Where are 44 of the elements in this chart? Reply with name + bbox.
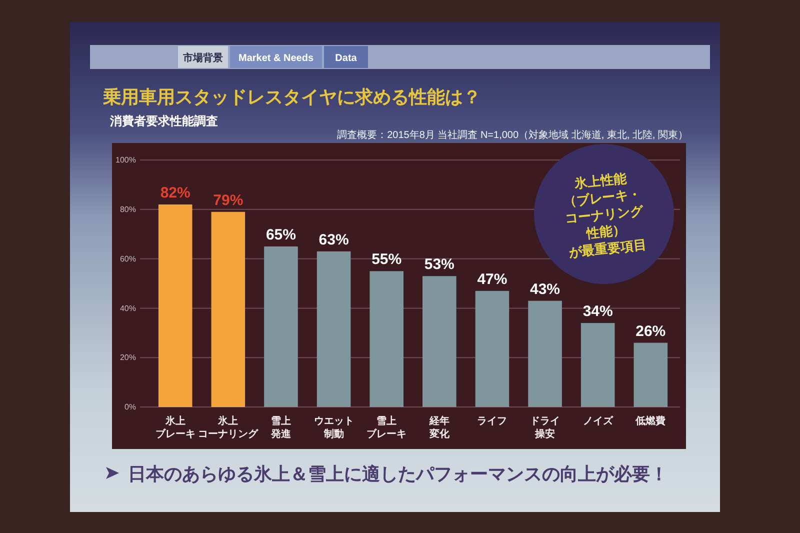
- y-tick-label: 80%: [120, 205, 136, 214]
- data-label: 63%: [318, 231, 349, 248]
- y-tick-label: 40%: [120, 304, 136, 313]
- data-label: 65%: [266, 226, 296, 244]
- bar: [211, 212, 246, 407]
- bar: [158, 204, 192, 407]
- text: 市場背景: [182, 52, 223, 64]
- chart-subtitle: 消費者要求性能調査: [109, 114, 218, 128]
- x-tick-label: ドライ操安: [530, 416, 560, 440]
- y-tick-label: 100%: [116, 156, 136, 165]
- bar: [264, 246, 298, 407]
- chart-title: 乗用車用スタッドレスタイヤに求める性能は？: [102, 87, 481, 107]
- x-tick-label: ウエット制動: [314, 416, 354, 440]
- data-label: 79%: [213, 192, 244, 209]
- bar: [475, 290, 510, 407]
- x-tick-label: 雪上ブレーキ: [366, 415, 407, 440]
- x-tick-label: 低燃費: [634, 415, 666, 427]
- data-label: 55%: [372, 251, 402, 268]
- text: Market & Needs: [238, 53, 314, 64]
- bar: [316, 251, 351, 407]
- x-tick-label: 経年変化: [428, 415, 450, 440]
- x-tick-label: 氷上ブレーキ: [155, 415, 196, 440]
- x-tick-label: 氷上コーナリング: [198, 415, 260, 440]
- text: 調査概要：2015年8月 当社調査 N=1,000（対象地域 北海道, 東北, 北陸, 関東）: [337, 129, 688, 141]
- data-label: 26%: [636, 322, 666, 340]
- y-tick-label: 60%: [120, 254, 136, 264]
- y-tick-label: 0%: [124, 402, 136, 412]
- annotation: 氷上性能（ブレーキ・コーナリング性能）が最重要項目: [562, 170, 648, 260]
- x-tick-label: ノイズ: [582, 415, 614, 427]
- data-label: 47%: [477, 270, 508, 288]
- bar: [422, 276, 456, 407]
- x-tick-label: 雪上発進: [270, 415, 292, 440]
- text: 日本のあらゆる氷上＆雪上に適したパフォーマンスの向上が必要！: [128, 464, 668, 484]
- bar: [370, 271, 404, 407]
- data-label: 43%: [530, 280, 560, 298]
- bar: [528, 300, 562, 407]
- data-label: 34%: [582, 303, 613, 320]
- text: Data: [335, 53, 358, 64]
- bar: [580, 323, 615, 407]
- data-label: 82%: [160, 184, 190, 202]
- y-tick-label: 20%: [120, 353, 136, 362]
- data-label: 53%: [424, 256, 454, 274]
- x-tick-label: ライフ: [477, 416, 508, 427]
- bar: [634, 342, 668, 407]
